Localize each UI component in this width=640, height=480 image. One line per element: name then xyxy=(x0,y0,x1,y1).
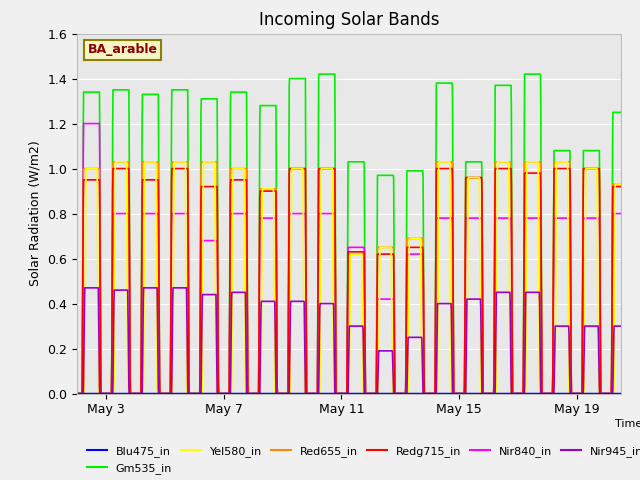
Blu475_in xyxy=(74,391,81,396)
Legend: Blu475_in, Gm535_in, Yel580_in, Red655_in, Redg715_in, Nir840_in, Nir945_in: Blu475_in, Gm535_in, Yel580_in, Red655_i… xyxy=(83,442,640,478)
Nir840_in xyxy=(314,302,322,308)
Redg715_in xyxy=(615,184,623,190)
Nir840_in xyxy=(615,211,623,216)
Gm535_in xyxy=(614,109,622,115)
Nir945_in xyxy=(632,391,639,396)
Red655_in xyxy=(507,159,515,165)
Nir840_in xyxy=(330,211,337,216)
Nir945_in xyxy=(44,391,51,396)
Red655_in xyxy=(615,181,623,187)
Nir945_in xyxy=(314,391,322,396)
Blu475_in xyxy=(507,391,515,396)
Title: Incoming Solar Bands: Incoming Solar Bands xyxy=(259,11,439,29)
Blu475_in xyxy=(614,391,622,396)
Red655_in xyxy=(74,391,81,396)
Nir840_in xyxy=(74,391,81,396)
Yel580_in xyxy=(330,391,337,396)
Nir840_in xyxy=(507,215,515,221)
Yel580_in xyxy=(632,391,639,396)
Redg715_in xyxy=(44,391,51,396)
Yel580_in xyxy=(507,391,515,396)
Gm535_in xyxy=(615,109,623,115)
Nir840_in xyxy=(80,120,88,126)
Redg715_in xyxy=(314,280,322,286)
Redg715_in xyxy=(109,166,117,171)
Red655_in xyxy=(614,181,622,187)
Gm535_in xyxy=(314,314,322,320)
Text: BA_arable: BA_arable xyxy=(88,43,157,56)
Nir945_in xyxy=(615,323,623,329)
Y-axis label: Solar Radiation (W/m2): Solar Radiation (W/m2) xyxy=(29,141,42,287)
Nir840_in xyxy=(614,211,622,216)
Blu475_in xyxy=(614,391,622,396)
Yel580_in xyxy=(74,391,81,396)
Yel580_in xyxy=(111,159,119,165)
Red655_in xyxy=(314,280,322,286)
Yel580_in xyxy=(615,181,623,187)
Nir945_in xyxy=(507,350,515,356)
Gm535_in xyxy=(74,391,81,396)
Line: Gm535_in: Gm535_in xyxy=(47,74,636,394)
Line: Red655_in: Red655_in xyxy=(47,162,636,394)
Redg715_in xyxy=(614,184,622,190)
Line: Nir840_in: Nir840_in xyxy=(47,123,636,394)
Line: Yel580_in: Yel580_in xyxy=(47,162,636,394)
Line: Redg715_in: Redg715_in xyxy=(47,168,636,394)
Nir945_in xyxy=(614,323,622,329)
Nir840_in xyxy=(44,391,51,396)
Nir945_in xyxy=(74,391,81,396)
Red655_in xyxy=(44,391,51,396)
Red655_in xyxy=(330,166,337,171)
Red655_in xyxy=(109,159,117,165)
Redg715_in xyxy=(632,391,639,396)
Line: Nir945_in: Nir945_in xyxy=(47,288,636,394)
Nir840_in xyxy=(632,391,639,396)
X-axis label: Time: Time xyxy=(615,419,640,429)
Gm535_in xyxy=(507,83,515,88)
Red655_in xyxy=(632,391,639,396)
Blu475_in xyxy=(632,391,639,396)
Gm535_in xyxy=(44,391,51,396)
Gm535_in xyxy=(632,391,639,396)
Nir945_in xyxy=(330,303,337,309)
Blu475_in xyxy=(44,391,51,396)
Blu475_in xyxy=(330,391,337,396)
Redg715_in xyxy=(507,166,515,171)
Redg715_in xyxy=(330,166,337,171)
Gm535_in xyxy=(330,71,337,77)
Gm535_in xyxy=(315,71,323,77)
Yel580_in xyxy=(614,181,622,187)
Yel580_in xyxy=(314,391,322,396)
Redg715_in xyxy=(74,391,81,396)
Yel580_in xyxy=(44,391,51,396)
Nir945_in xyxy=(81,285,88,291)
Blu475_in xyxy=(314,391,322,396)
